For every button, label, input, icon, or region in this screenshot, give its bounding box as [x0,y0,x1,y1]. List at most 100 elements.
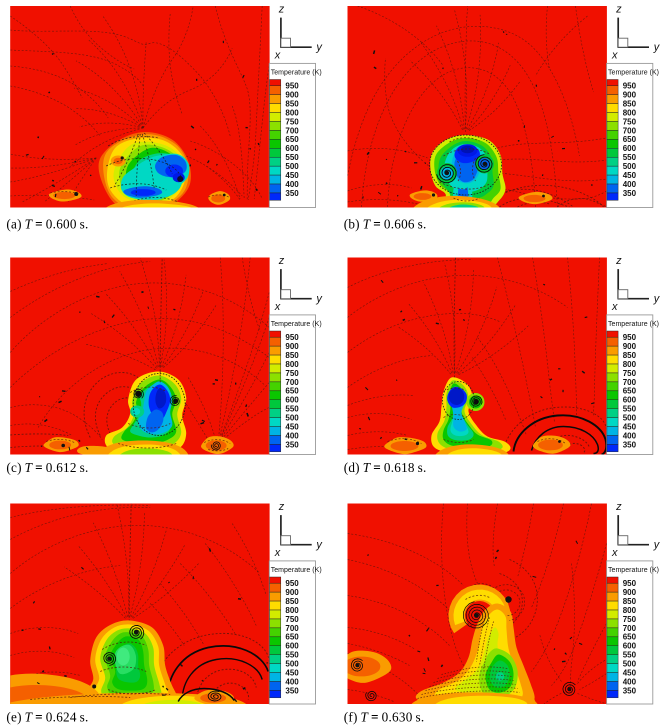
svg-text:(d) T = 0.618 s.: (d) T = 0.618 s. [344,460,427,475]
svg-text:750: 750 [623,615,637,624]
svg-text:700: 700 [285,126,299,135]
svg-text:650: 650 [623,135,637,144]
svg-text:Temperature (K): Temperature (K) [608,321,659,328]
svg-text:850: 850 [623,351,637,360]
svg-text:850: 850 [623,597,637,606]
svg-text:450: 450 [285,423,299,432]
svg-text:450: 450 [285,669,299,678]
svg-text:700: 700 [623,126,637,135]
svg-text:750: 750 [623,117,637,126]
svg-text:700: 700 [285,624,299,633]
svg-text:600: 600 [623,642,637,651]
svg-text:800: 800 [623,606,637,615]
svg-text:z: z [615,501,622,513]
svg-text:x: x [274,547,281,559]
svg-text:400: 400 [623,677,637,686]
svg-text:x: x [274,301,281,313]
svg-text:z: z [615,255,622,267]
svg-text:y: y [653,539,661,551]
svg-text:800: 800 [623,108,637,117]
svg-text:800: 800 [285,108,299,117]
svg-text:y: y [653,293,661,305]
svg-text:650: 650 [623,387,637,396]
svg-text:450: 450 [285,171,299,180]
svg-text:850: 850 [623,99,637,108]
svg-text:500: 500 [285,162,299,171]
svg-text:750: 750 [285,117,299,126]
svg-text:550: 550 [623,153,637,162]
svg-text:950: 950 [285,333,299,342]
svg-text:350: 350 [285,189,299,198]
svg-text:y: y [653,41,661,53]
svg-text:500: 500 [623,660,637,669]
svg-text:950: 950 [623,579,637,588]
svg-text:850: 850 [285,99,299,108]
svg-text:Temperature (K): Temperature (K) [271,567,322,574]
svg-text:500: 500 [285,414,299,423]
svg-text:Temperature (K): Temperature (K) [608,70,659,77]
svg-text:550: 550 [623,405,637,414]
svg-text:x: x [611,301,618,313]
svg-text:750: 750 [285,369,299,378]
svg-text:Temperature (K): Temperature (K) [271,321,322,328]
svg-text:400: 400 [623,431,637,440]
svg-text:950: 950 [285,579,299,588]
svg-text:x: x [611,49,618,61]
svg-text:z: z [615,4,622,16]
svg-text:350: 350 [623,189,637,198]
svg-text:850: 850 [285,597,299,606]
svg-text:950: 950 [623,82,637,91]
svg-text:800: 800 [623,360,637,369]
svg-text:900: 900 [623,588,637,597]
svg-text:700: 700 [285,378,299,387]
svg-text:600: 600 [285,144,299,153]
svg-text:(e) T = 0.624 s.: (e) T = 0.624 s. [6,709,88,724]
svg-text:400: 400 [285,431,299,440]
svg-text:x: x [611,547,618,559]
svg-text:950: 950 [623,333,637,342]
svg-text:550: 550 [285,405,299,414]
svg-text:350: 350 [623,686,637,695]
svg-text:y: y [315,41,323,53]
svg-text:450: 450 [623,171,637,180]
svg-text:750: 750 [623,369,637,378]
svg-text:650: 650 [285,633,299,642]
svg-text:500: 500 [285,660,299,669]
svg-text:y: y [315,539,323,551]
svg-text:550: 550 [623,651,637,660]
svg-text:900: 900 [285,342,299,351]
svg-text:Temperature (K): Temperature (K) [608,567,659,574]
svg-text:450: 450 [623,669,637,678]
svg-text:400: 400 [623,180,637,189]
svg-text:450: 450 [623,423,637,432]
svg-text:400: 400 [285,677,299,686]
svg-text:700: 700 [623,378,637,387]
svg-text:550: 550 [285,651,299,660]
svg-text:800: 800 [285,606,299,615]
svg-text:750: 750 [285,615,299,624]
svg-text:500: 500 [623,414,637,423]
svg-text:900: 900 [623,91,637,100]
svg-text:650: 650 [623,633,637,642]
svg-text:z: z [278,255,285,267]
svg-text:800: 800 [285,360,299,369]
svg-text:Temperature (K): Temperature (K) [271,70,322,77]
svg-text:550: 550 [285,153,299,162]
svg-text:350: 350 [285,686,299,695]
svg-text:(f) T = 0.630 s.: (f) T = 0.630 s. [344,709,425,724]
svg-text:650: 650 [285,387,299,396]
svg-text:600: 600 [623,396,637,405]
svg-text:600: 600 [623,144,637,153]
svg-text:y: y [315,293,323,305]
svg-text:700: 700 [623,624,637,633]
svg-text:950: 950 [285,82,299,91]
svg-text:900: 900 [285,91,299,100]
svg-text:600: 600 [285,396,299,405]
svg-text:(b) T = 0.606 s.: (b) T = 0.606 s. [344,216,427,231]
svg-text:600: 600 [285,642,299,651]
svg-text:(c) T = 0.612 s.: (c) T = 0.612 s. [6,460,88,475]
svg-text:650: 650 [285,135,299,144]
svg-text:x: x [274,49,281,61]
svg-text:z: z [278,501,285,513]
svg-text:350: 350 [285,440,299,449]
